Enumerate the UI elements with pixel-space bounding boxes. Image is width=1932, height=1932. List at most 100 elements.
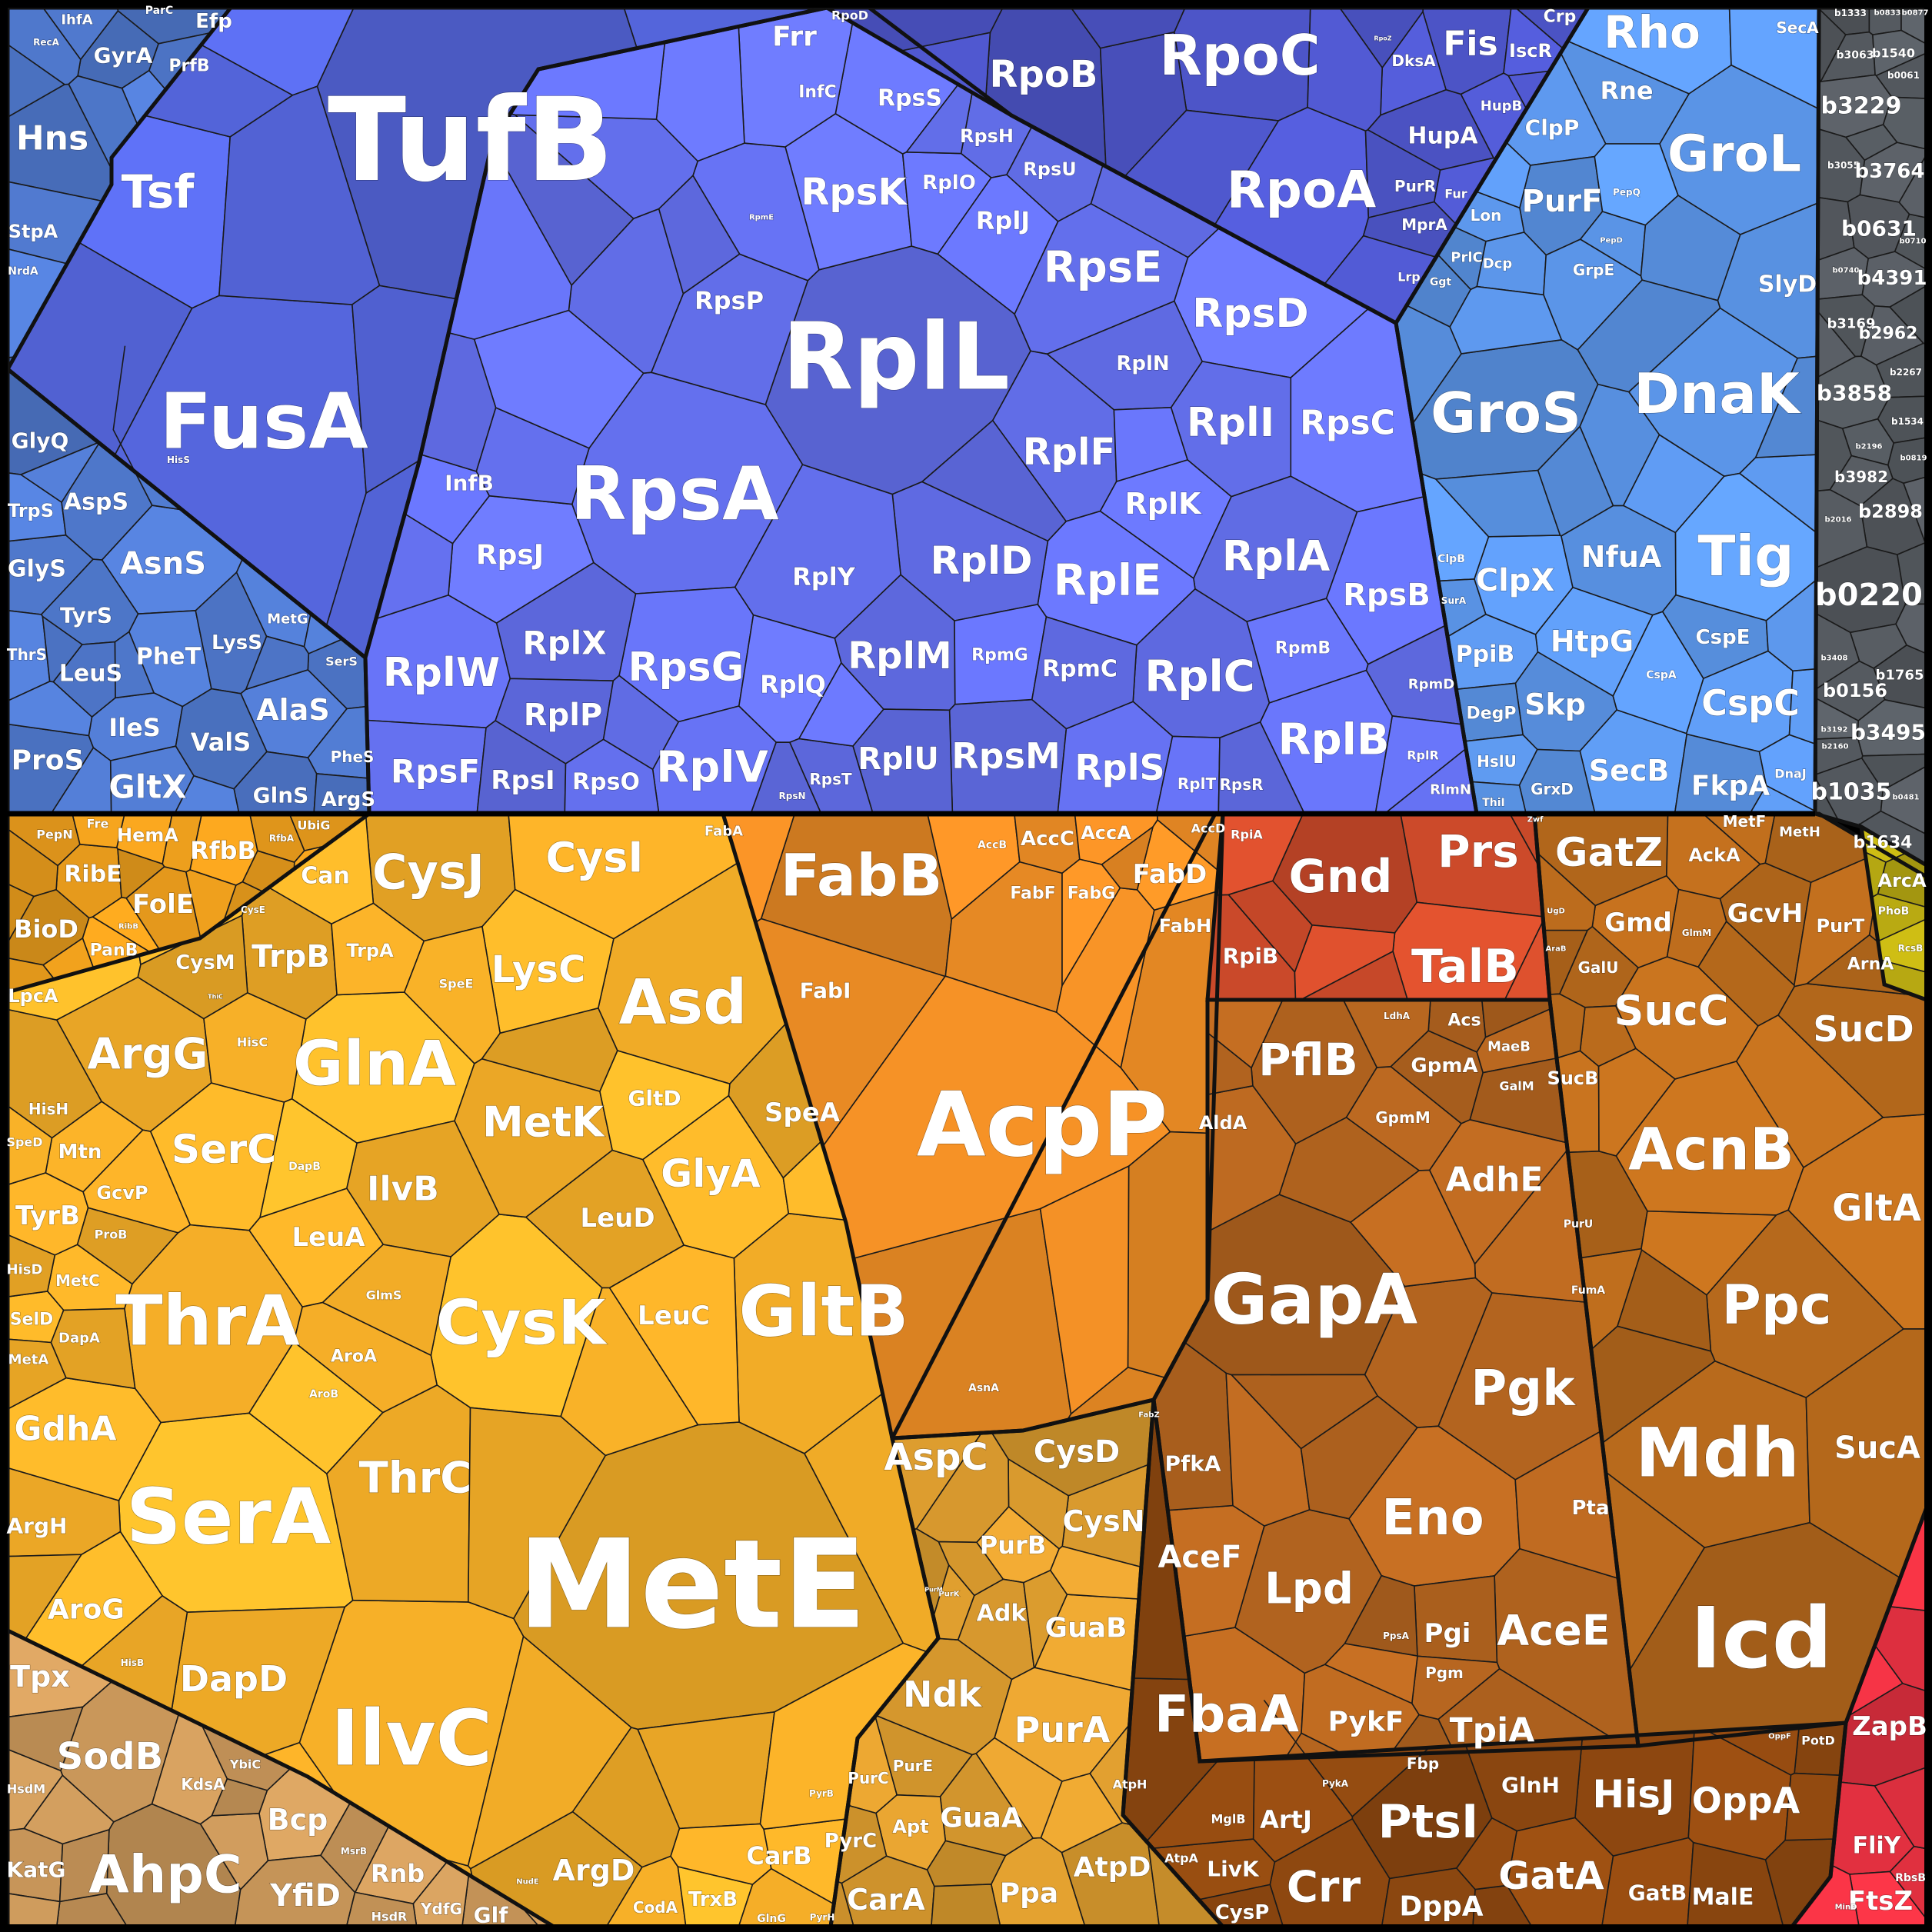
- label-rplq: RplQ: [760, 670, 826, 699]
- label-yfid: YfiD: [269, 1878, 341, 1914]
- cell-minor: [975, 1737, 1063, 1839]
- label-metg: MetG: [267, 611, 308, 628]
- label-ribe: RibE: [64, 861, 122, 888]
- label-ilvb: IlvB: [367, 1170, 439, 1209]
- region-chaperones: [1395, 7, 1820, 814]
- label-msrb: MsrB: [341, 1846, 367, 1857]
- label-b3063: b3063: [1837, 49, 1874, 62]
- label-ggt: Ggt: [1430, 276, 1452, 288]
- label-tig: Tig: [1697, 524, 1794, 588]
- label-gatb: GatB: [1628, 1880, 1687, 1906]
- label-ppib: PpiB: [1456, 641, 1515, 668]
- label-nfua: NfuA: [1581, 540, 1662, 574]
- label-htpg: HtpG: [1551, 625, 1634, 658]
- label-fuma: FumA: [1571, 1284, 1605, 1297]
- label-phob: PhoB: [1878, 905, 1910, 918]
- label-rpia: RpiA: [1231, 828, 1263, 842]
- label-b1534: b1534: [1891, 416, 1924, 427]
- cell-minor: [481, 1007, 618, 1092]
- label-rpsj: RpsJ: [476, 540, 544, 571]
- label-dppa: DppA: [1399, 1891, 1483, 1923]
- label-b2160: b2160: [1822, 743, 1849, 751]
- label-atph: AtpH: [1113, 1777, 1148, 1792]
- label-sodb: SodB: [57, 1735, 164, 1778]
- label-rpme: RpmE: [749, 214, 774, 222]
- label-dksa: DksA: [1391, 52, 1436, 70]
- label-b3229: b3229: [1821, 93, 1902, 120]
- label-zwf: Zwf: [1527, 816, 1544, 824]
- label-hisd: HisD: [7, 1262, 43, 1278]
- label-rplp: RplP: [524, 698, 602, 733]
- label-b2016: b2016: [1825, 516, 1852, 525]
- label-rpoz: RpoZ: [1374, 35, 1391, 42]
- label-pgm: Pgm: [1425, 1664, 1464, 1682]
- label-grxd: GrxD: [1531, 780, 1574, 798]
- label-ptsi: PtsI: [1378, 1795, 1479, 1849]
- label-b0061: b0061: [1887, 70, 1920, 81]
- cell-potd: [1794, 1722, 1847, 1777]
- label-cspa: CspA: [1646, 669, 1677, 681]
- label-rpsg: RpsG: [628, 645, 744, 691]
- label-aroa: AroA: [331, 1347, 377, 1367]
- cell-cspa: [1612, 611, 1704, 734]
- label-metf: MetF: [1723, 812, 1767, 831]
- cell-minor: [42, 615, 83, 683]
- label-rplm: RplM: [848, 635, 952, 678]
- label-b0220: b0220: [1815, 578, 1923, 613]
- label-prfb: PrfB: [168, 57, 209, 76]
- label-katg: KatG: [7, 1857, 66, 1883]
- label-rpsd: RpsD: [1192, 291, 1308, 337]
- label-pepd: PepD: [1600, 237, 1623, 245]
- label-argg: ArgG: [87, 1030, 208, 1080]
- label-guab: GuaB: [1045, 1613, 1128, 1644]
- cell-minor: [658, 175, 741, 295]
- cell-minor: [1537, 425, 1614, 537]
- label-argd: ArgD: [553, 1854, 635, 1887]
- label-rho: Rho: [1604, 6, 1700, 58]
- cell-minor: [114, 631, 155, 699]
- label-rpmc: RpmC: [1042, 656, 1118, 683]
- label-fkpa: FkpA: [1691, 771, 1770, 802]
- label-purk: PurK: [938, 1591, 960, 1599]
- label-faba: FabA: [705, 824, 743, 840]
- label-oppf: OppF: [1768, 1733, 1791, 1741]
- cell-dapb: [259, 1098, 358, 1219]
- label-b3495: b3495: [1850, 720, 1926, 745]
- label-pyka: PykA: [1322, 1778, 1349, 1789]
- label-vals: ValS: [191, 728, 251, 757]
- label-galu: GalU: [1577, 958, 1618, 977]
- label-b0631: b0631: [1841, 216, 1917, 242]
- label-panb: PanB: [90, 941, 138, 961]
- label-arna: ArnA: [1847, 955, 1894, 974]
- label-leua: LeuA: [291, 1222, 365, 1253]
- label-rplw: RplW: [383, 650, 500, 696]
- cell-prob: [76, 1207, 179, 1285]
- cell-labels: TufBFusATsfFrrEfpPrfBInfCInfBRpoDRplLRps…: [6, 4, 1929, 1928]
- label-metc: MetC: [55, 1271, 100, 1290]
- label-rpmd: RpmD: [1408, 677, 1454, 693]
- cell-minor: [1449, 285, 1563, 355]
- label-rpli: RplI: [1187, 400, 1274, 446]
- label-atpd: AtpD: [1074, 1852, 1151, 1884]
- label-frr: Frr: [772, 22, 817, 53]
- cell-minor: [1597, 1048, 1676, 1157]
- label-b1035: b1035: [1811, 779, 1892, 806]
- label-spea: SpeA: [764, 1098, 841, 1128]
- label-pykf: PykF: [1327, 1707, 1404, 1738]
- region-unknown: [1814, 7, 1927, 867]
- label-thrs: ThrS: [7, 645, 47, 664]
- label-purt: PurT: [1817, 915, 1866, 937]
- label-reca: RecA: [33, 37, 59, 48]
- label-ndk: Ndk: [903, 1674, 982, 1715]
- label-ydfg: YdfG: [420, 1900, 462, 1918]
- label-thii: ThiI: [1482, 797, 1505, 809]
- cell-rpmg: [954, 604, 1048, 705]
- label-acnb: AcnB: [1628, 1115, 1794, 1184]
- label-dapa: DapA: [58, 1331, 100, 1347]
- label-kdsa: KdsA: [181, 1775, 225, 1794]
- label-nude: NudE: [516, 1878, 539, 1887]
- cell-dapa: [50, 1307, 136, 1390]
